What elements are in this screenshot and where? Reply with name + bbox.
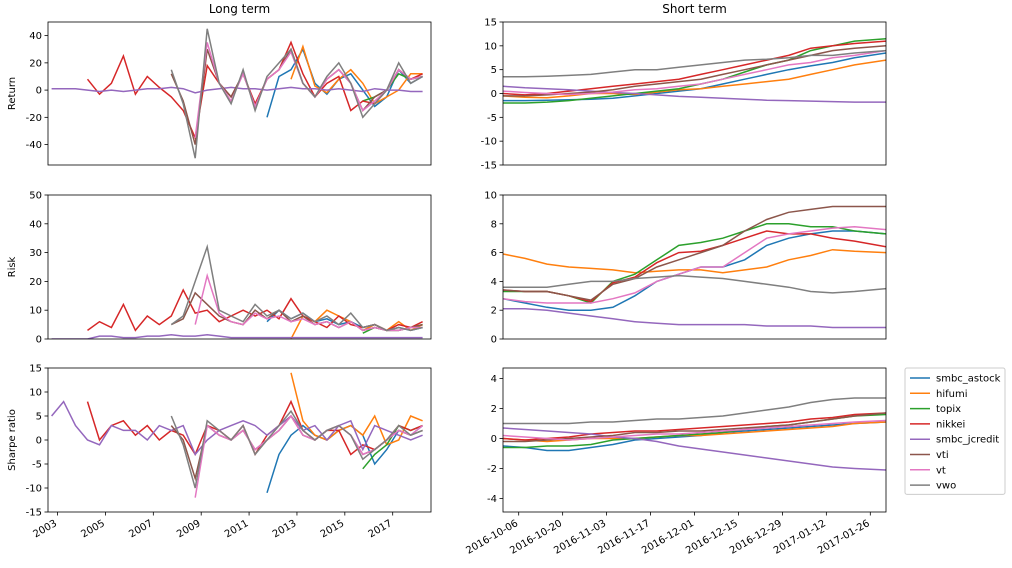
series-line	[503, 49, 886, 96]
y-tick-label: 5	[36, 412, 42, 423]
series-line	[194, 272, 423, 332]
series-line	[290, 44, 423, 105]
y-tick-label: 0	[491, 434, 497, 445]
y-tick-label: -15	[26, 508, 42, 519]
y-tick-label: 2	[491, 404, 497, 415]
series-line	[503, 40, 886, 96]
x-tick-label: 2007	[127, 518, 155, 540]
legend-label: topix	[936, 404, 961, 415]
x-tick-label: 2003	[32, 518, 60, 540]
panel-title: Short term	[662, 2, 727, 16]
y-axis-label: Sharpe ratio	[7, 409, 18, 471]
y-tick-label: -5	[487, 113, 497, 124]
y-axis-label: Risk	[7, 256, 18, 277]
legend-label: smbc_jcredit	[936, 435, 999, 446]
legend-label: smbc_astock	[936, 374, 1001, 385]
y-tick-label: 50	[29, 191, 42, 202]
panel-title: Long term	[209, 2, 270, 16]
y-tick-label: 10	[29, 388, 42, 399]
y-tick-label: -10	[26, 484, 42, 495]
y-tick-label: 20	[29, 58, 42, 69]
y-tick-label: -10	[481, 137, 497, 148]
series-line	[503, 85, 886, 103]
y-tick-label: -40	[26, 140, 42, 151]
y-tick-label: 10	[29, 306, 42, 317]
y-tick-label: 15	[29, 364, 42, 375]
legend-label: nikkei	[936, 419, 965, 430]
y-tick-label: 4	[491, 277, 497, 288]
series-line	[51, 333, 423, 339]
series-line	[503, 308, 886, 329]
x-tick-label: 2011	[223, 518, 251, 540]
series-line	[266, 47, 423, 118]
y-tick-label: 0	[36, 436, 42, 447]
series-line	[503, 412, 886, 443]
x-tick-label: 2009	[175, 518, 203, 540]
series-line	[503, 397, 886, 425]
y-tick-label: 30	[29, 248, 42, 259]
series-line	[51, 400, 423, 456]
y-tick-label: 40	[29, 31, 42, 42]
series-line	[170, 28, 423, 159]
y-tick-label: 0	[36, 335, 42, 346]
legend-box	[904, 367, 1006, 495]
plot-frame	[47, 194, 432, 340]
y-tick-label: 10	[484, 41, 497, 52]
y-tick-label: 6	[491, 248, 497, 259]
x-tick-label: 2015	[319, 518, 347, 540]
y-tick-label: 0	[36, 86, 42, 97]
plot-frame	[47, 21, 432, 166]
series-line	[503, 412, 886, 441]
series-line	[170, 243, 423, 332]
series-line	[503, 223, 886, 304]
legend-label: vt	[936, 465, 946, 476]
series-line	[503, 205, 886, 301]
y-tick-label: 5	[491, 65, 497, 76]
series-line	[503, 37, 886, 104]
y-tick-label: -4	[487, 494, 497, 505]
y-tick-label: -5	[32, 460, 42, 471]
y-tick-label: 2	[491, 306, 497, 317]
y-tick-label: 15	[484, 18, 497, 29]
plot-frame	[502, 367, 887, 513]
x-tick-label: 2005	[79, 518, 107, 540]
series-line	[503, 274, 886, 294]
plot-frame	[502, 194, 887, 340]
series-line	[170, 409, 423, 489]
series-line	[86, 40, 423, 141]
legend-label: hifumi	[936, 389, 968, 400]
series-line	[503, 59, 886, 99]
y-tick-label: 40	[29, 219, 42, 230]
y-tick-label: 0	[491, 89, 497, 100]
legend-label: vti	[936, 450, 949, 461]
y-tick-label: -20	[26, 113, 42, 124]
series-line	[503, 427, 886, 471]
series-line	[503, 225, 886, 304]
y-tick-label: 4	[491, 374, 497, 385]
x-tick-label: 2013	[271, 518, 299, 540]
plot-frame	[47, 367, 432, 513]
y-tick-label: -15	[481, 161, 497, 172]
series-line	[86, 399, 423, 457]
y-tick-label: -2	[487, 464, 497, 475]
plot-frame	[502, 21, 887, 166]
legend-label: vwo	[936, 481, 956, 492]
series-line	[503, 49, 886, 78]
y-tick-label: 10	[484, 191, 497, 202]
x-tick-label: 2017	[367, 518, 395, 540]
y-axis-label: Return	[7, 77, 18, 110]
y-tick-label: 20	[29, 277, 42, 288]
series-line	[503, 419, 886, 441]
y-tick-label: 0	[491, 335, 497, 346]
y-tick-label: 8	[491, 219, 497, 230]
